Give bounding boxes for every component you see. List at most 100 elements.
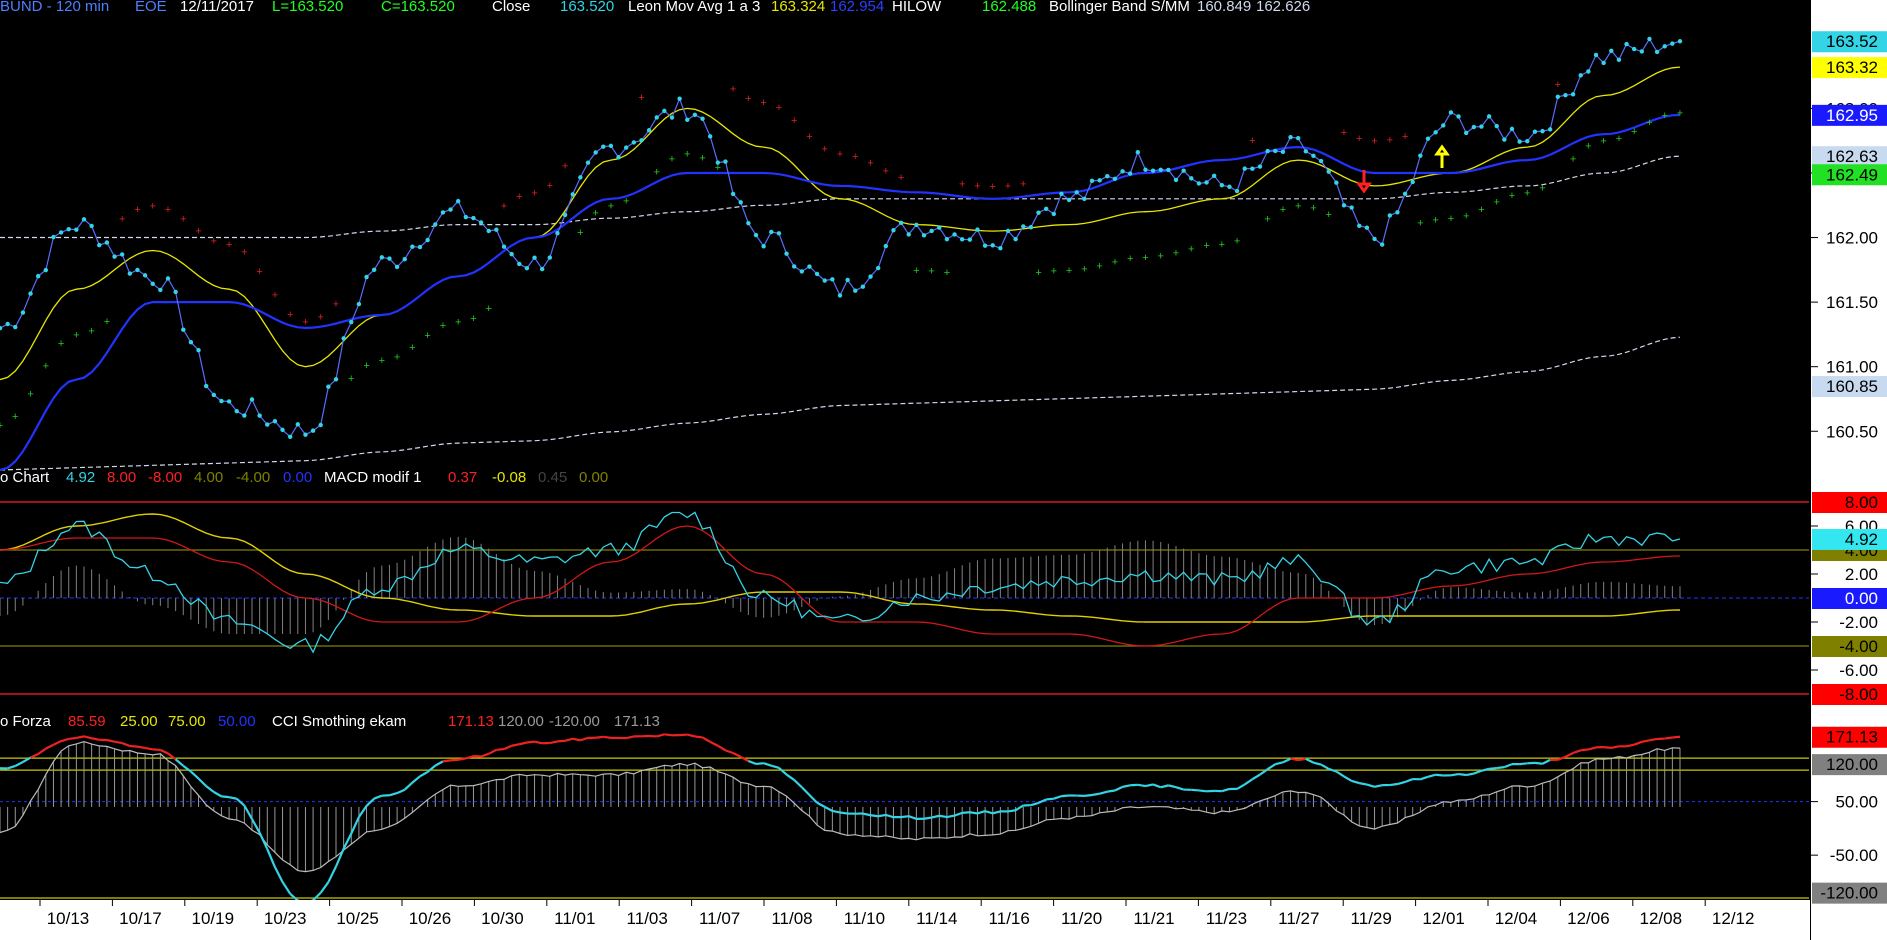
price-point	[853, 288, 858, 293]
macd-panel[interactable]	[0, 501, 1810, 695]
price-point	[1051, 211, 1057, 217]
cci-fast-segment	[91, 737, 100, 741]
price-point	[1563, 92, 1568, 98]
cci-fast-segment	[358, 805, 368, 818]
price-panel[interactable]: + + + + + + + + + + + + + + + + + + + + + + + + + + + + + + + + + + + + + + + +…	[0, 36, 1683, 472]
price-point	[1639, 49, 1645, 54]
cci-fast-segment	[1282, 757, 1292, 764]
value-badge	[1812, 636, 1887, 657]
price-point	[1502, 137, 1507, 142]
psar-dot: +	[58, 338, 64, 350]
psar-dot: +	[959, 179, 965, 191]
cci-fast-segment	[923, 816, 932, 820]
cci-fast-segment	[22, 756, 32, 763]
cci-fast-segment	[1611, 745, 1620, 749]
value-badge	[1812, 31, 1887, 53]
psar-dot: +	[669, 154, 675, 166]
price-point	[1471, 124, 1477, 130]
psar-dot: +	[990, 181, 996, 193]
price-point	[868, 274, 873, 279]
cci-fast-segment	[732, 752, 742, 758]
cci-fast-segment	[327, 866, 337, 883]
cci-fast-segment	[465, 755, 474, 760]
price-point	[1326, 169, 1331, 174]
psar-dot: +	[715, 162, 721, 174]
price-point	[1547, 127, 1553, 132]
cci-fast-segment	[549, 740, 558, 745]
psar-dot: +	[1677, 107, 1683, 119]
psar-dot: +	[1249, 135, 1255, 147]
price-point	[753, 232, 759, 238]
cci-fast-segment	[519, 741, 528, 746]
price-point	[1677, 39, 1683, 44]
bollinger-value-1: 160.849	[1197, 0, 1251, 15]
price-point	[1631, 46, 1637, 52]
x-tick-label: 12/04	[1495, 909, 1538, 928]
price-point	[1059, 191, 1064, 196]
psar-dot: +	[134, 204, 140, 216]
cci-fast-segment	[664, 733, 673, 737]
cci-fast-segment	[273, 866, 284, 883]
psar-dot: +	[333, 299, 339, 311]
cci-fast-segment	[488, 748, 497, 755]
price-point	[639, 138, 644, 143]
psar-dot: +	[1264, 214, 1270, 226]
price-point	[1433, 130, 1438, 135]
x-tick-label: 11/03	[627, 909, 668, 928]
price-point	[257, 413, 262, 418]
psar-markers: + + + + + + + + + + + + + + + + + + + + + + + + + + + + + + + + + + + + + + + +…	[0, 79, 1683, 432]
price-point	[387, 256, 392, 261]
price-point	[1127, 171, 1133, 176]
price-point	[906, 232, 911, 237]
cci-header: o Forza 85.59 25.00 75.00 50.00 CCI Smot…	[0, 713, 660, 730]
psar-dot: +	[562, 161, 568, 173]
price-point	[769, 229, 774, 235]
psar-dot: +	[623, 195, 629, 207]
price-point	[807, 264, 812, 269]
price-point	[509, 251, 514, 257]
psar-dot: +	[1463, 211, 1469, 223]
value-badge	[1812, 57, 1887, 79]
sell-arrow-icon	[1356, 170, 1372, 194]
cci-fast-segment	[129, 744, 138, 748]
price-point	[700, 116, 705, 121]
cci-fast-segment	[373, 794, 383, 800]
cci-fast-segment	[37, 747, 47, 755]
cci-fast-segment	[1404, 778, 1414, 784]
cci-fast-segment	[1160, 784, 1169, 789]
psar-dot: +	[470, 313, 476, 325]
x-tick-label: 12/06	[1567, 909, 1610, 928]
psar-dot: +	[195, 226, 201, 238]
price-point	[265, 422, 270, 427]
cci-fast-segment	[1122, 784, 1131, 788]
price-point	[1517, 139, 1522, 144]
x-tick-label: 10/26	[409, 909, 452, 928]
cci-fast-segment	[1450, 772, 1459, 777]
axis-tick-label: 161.50	[1826, 293, 1878, 312]
price-point	[349, 319, 354, 325]
price-point	[616, 155, 621, 160]
cci-fast-segment	[389, 792, 398, 797]
price-point	[486, 228, 491, 234]
cci-panel[interactable]	[0, 733, 1810, 905]
price-point	[524, 266, 530, 271]
price-point	[1578, 73, 1583, 78]
price-point	[654, 115, 659, 120]
price-point	[1028, 225, 1034, 230]
price-point	[310, 428, 316, 433]
time-axis-panel[interactable]	[0, 900, 1810, 940]
buy-arrow-icon	[1434, 144, 1450, 168]
psar-dot: +	[822, 144, 828, 156]
value-badge	[1812, 104, 1887, 126]
cci-fast-segment	[1664, 736, 1673, 740]
price-point	[1189, 176, 1194, 181]
cci-fast-segment	[984, 810, 994, 815]
x-tick-label: 11/16	[989, 909, 1030, 928]
psar-dot: +	[1402, 131, 1408, 143]
x-tick-label: 11/10	[844, 909, 885, 928]
price-point	[1616, 57, 1622, 62]
psar-dot: +	[1570, 154, 1576, 166]
price-point	[35, 273, 41, 279]
cci-fast-segment	[1488, 766, 1497, 770]
